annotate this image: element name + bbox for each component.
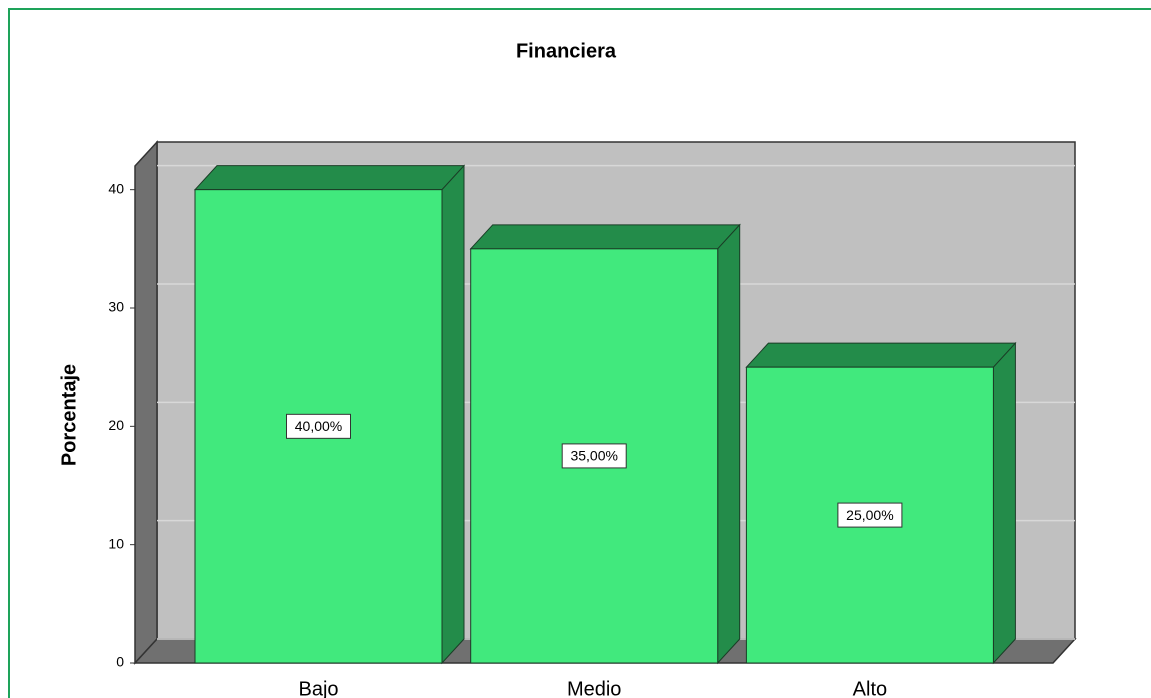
bar-top	[193, 165, 466, 191]
bar-top	[469, 224, 741, 250]
chart-title: Financiera	[516, 40, 617, 62]
value-label-box	[286, 413, 351, 439]
bar-side	[717, 223, 741, 665]
x-tick-label: Bajo	[298, 678, 338, 698]
bar-top	[745, 342, 1017, 368]
value-label-box	[561, 443, 627, 469]
bar-side	[441, 164, 465, 665]
y-tick-label: 40	[108, 180, 124, 196]
value-label: 35,00%	[570, 448, 617, 464]
bar-side	[992, 341, 1016, 665]
value-label: 25,00%	[846, 507, 893, 523]
left-wall	[134, 140, 158, 665]
y-tick-label: 20	[108, 417, 124, 433]
y-tick-label: 10	[108, 535, 124, 551]
x-tick-label: Medio	[567, 678, 621, 698]
value-label: 40,00%	[295, 418, 342, 434]
y-tick-label: 30	[108, 299, 124, 315]
y-tick-label: 0	[116, 654, 124, 670]
value-label-box	[837, 502, 903, 528]
x-tick-label: Alto	[853, 678, 887, 698]
y-axis-label: Porcentaje	[58, 364, 80, 466]
